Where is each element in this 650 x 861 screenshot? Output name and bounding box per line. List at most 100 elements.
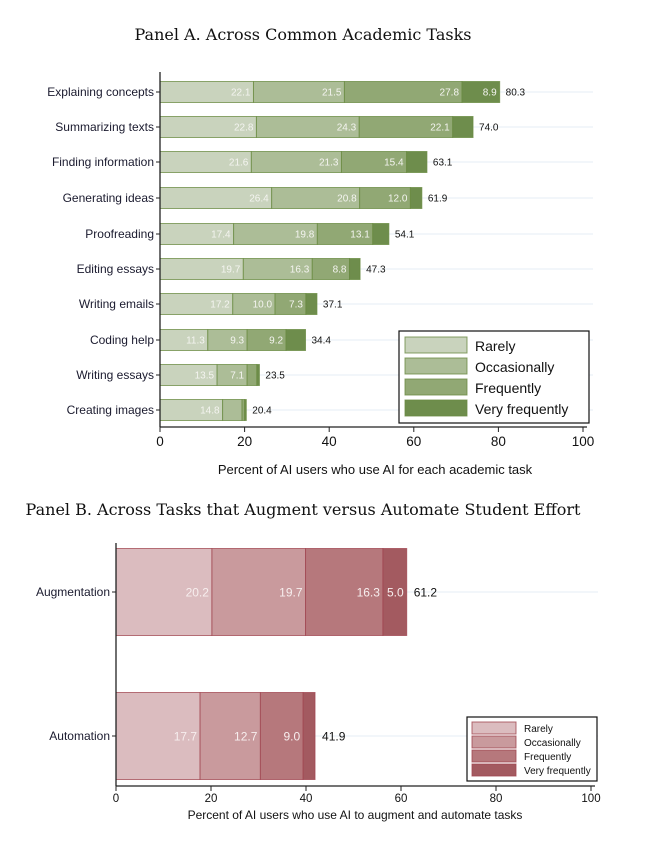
segment-value-label: 19.7	[279, 586, 303, 600]
legend-swatch	[404, 399, 468, 417]
category-label: Explaining concepts	[47, 85, 154, 99]
x-tick-label: 100	[572, 434, 595, 449]
bar-segment-very-frequently	[406, 151, 428, 173]
category-label: Proofreading	[85, 227, 154, 241]
legend-swatch	[404, 357, 468, 375]
segment-value-label: 9.0	[283, 730, 300, 744]
bar-segment-very-frequently	[461, 81, 501, 103]
panel-b-x-axis-title: Percent of AI users who use AI to augmen…	[188, 808, 523, 822]
bar-segment-frequently	[246, 364, 258, 386]
segment-value-label: 21.5	[322, 88, 342, 99]
segment-value-label: 8.8	[333, 265, 347, 276]
x-tick-label: 60	[406, 434, 421, 449]
segment-value-label: 16.3	[357, 586, 381, 600]
category-label: Summarizing texts	[55, 120, 154, 134]
legend-swatch	[471, 763, 517, 777]
segment-value-label: 26.4	[249, 194, 269, 205]
total-value-label: 47.3	[366, 265, 386, 276]
segment-value-label: 12.0	[388, 194, 408, 205]
legend-label: Occasionally	[524, 738, 581, 749]
total-value-label: 41.9	[322, 730, 346, 744]
bar-segment-very-frequently	[372, 223, 390, 245]
segment-value-label: 17.2	[210, 300, 230, 311]
x-tick-label: 0	[156, 434, 164, 449]
segment-value-label: 10.0	[253, 300, 273, 311]
segment-value-label: 20.8	[337, 194, 357, 205]
bar-segment-frequently	[259, 692, 304, 780]
bar-segment-very-frequently	[244, 399, 247, 421]
legend-label: Rarely	[524, 724, 553, 735]
total-value-label: 23.5	[265, 371, 285, 382]
segment-value-label: 22.8	[234, 123, 254, 134]
legend-label: Occasionally	[475, 359, 554, 375]
total-value-label: 20.4	[252, 406, 272, 417]
bar-segment-very-frequently	[349, 258, 361, 280]
legend-label: Frequently	[524, 752, 571, 763]
legend-swatch	[471, 721, 517, 735]
segment-value-label: 7.3	[289, 300, 303, 311]
category-label: Editing essays	[77, 262, 154, 276]
bar-segment-very-frequently	[305, 293, 318, 315]
category-label: Writing essays	[76, 368, 154, 382]
legend-label: Very frequently	[524, 766, 591, 777]
x-tick-label: 20	[205, 793, 218, 805]
segment-value-label: 19.7	[221, 265, 241, 276]
total-value-label: 34.4	[312, 336, 332, 347]
total-value-label: 37.1	[323, 300, 343, 311]
segment-value-label: 9.2	[269, 336, 283, 347]
bar-segment-very-frequently	[409, 187, 423, 209]
segment-value-label: 9.3	[230, 336, 244, 347]
x-tick-label: 0	[113, 793, 119, 805]
segment-value-label: 17.7	[174, 730, 198, 744]
segment-value-label: 16.3	[290, 265, 310, 276]
bar-segment-very-frequently	[302, 692, 316, 780]
bar-segment-occasionally	[222, 399, 243, 421]
segment-value-label: 22.1	[430, 123, 450, 134]
total-value-label: 61.2	[414, 586, 438, 600]
segment-value-label: 15.4	[384, 158, 404, 169]
category-label: Writing emails	[79, 297, 154, 311]
bar-segment-very-frequently	[452, 116, 474, 138]
segment-value-label: 7.1	[230, 371, 244, 382]
legend-swatch	[404, 336, 468, 354]
bar-segment-rarely	[115, 692, 201, 780]
legend-swatch	[471, 735, 517, 749]
x-tick-label: 20	[237, 434, 252, 449]
legend-swatch	[404, 378, 468, 396]
bar-segment-occasionally	[211, 548, 307, 636]
segment-value-label: 21.6	[229, 158, 249, 169]
category-label: Finding information	[52, 155, 154, 169]
category-label: Generating ideas	[63, 191, 154, 205]
total-value-label: 61.9	[428, 194, 448, 205]
bar-segment-very-frequently	[256, 364, 260, 386]
bar-segment-very-frequently	[382, 548, 408, 636]
x-tick-label: 40	[322, 434, 337, 449]
panel-b: 20.2 19.7 16.3 5.0 61.2 Augmentation 17.7 12.7 9…	[36, 543, 601, 805]
panel-a: 22.1 21.5 27.8 8.9 80.3 Explaining concepts 22…	[47, 72, 594, 449]
x-tick-label: 80	[491, 434, 506, 449]
x-tick-label: 80	[490, 793, 503, 805]
x-tick-label: 100	[581, 793, 600, 805]
legend-swatch	[471, 749, 517, 763]
segment-value-label: 14.8	[200, 406, 220, 417]
panel-a-x-axis-title: Percent of AI users who use AI for each …	[218, 462, 533, 477]
x-tick-label: 60	[395, 793, 408, 805]
panel-a-title: Panel A. Across Common Academic Tasks	[134, 25, 471, 44]
legend-label: Very frequently	[475, 401, 568, 417]
segment-value-label: 13.1	[350, 230, 370, 241]
total-value-label: 54.1	[395, 230, 415, 241]
segment-value-label: 22.1	[231, 88, 251, 99]
segment-value-label: 19.8	[295, 230, 315, 241]
bar-segment-very-frequently	[285, 329, 307, 351]
segment-value-label: 17.4	[211, 230, 231, 241]
segment-value-label: 24.3	[337, 123, 357, 134]
segment-value-label: 20.2	[186, 586, 210, 600]
segment-value-label: 21.3	[319, 158, 339, 169]
total-value-label: 80.3	[506, 88, 526, 99]
bar-segment-occasionally	[199, 692, 261, 780]
total-value-label: 63.1	[433, 158, 453, 169]
segment-value-label: 12.7	[234, 730, 258, 744]
segment-value-label: 11.3	[186, 336, 205, 347]
bar-segment-frequently	[305, 548, 384, 636]
